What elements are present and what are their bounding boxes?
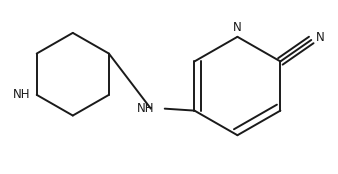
Text: N: N bbox=[233, 21, 242, 34]
Text: N: N bbox=[316, 31, 325, 45]
Text: NH: NH bbox=[137, 102, 155, 115]
Text: NH: NH bbox=[13, 88, 31, 101]
